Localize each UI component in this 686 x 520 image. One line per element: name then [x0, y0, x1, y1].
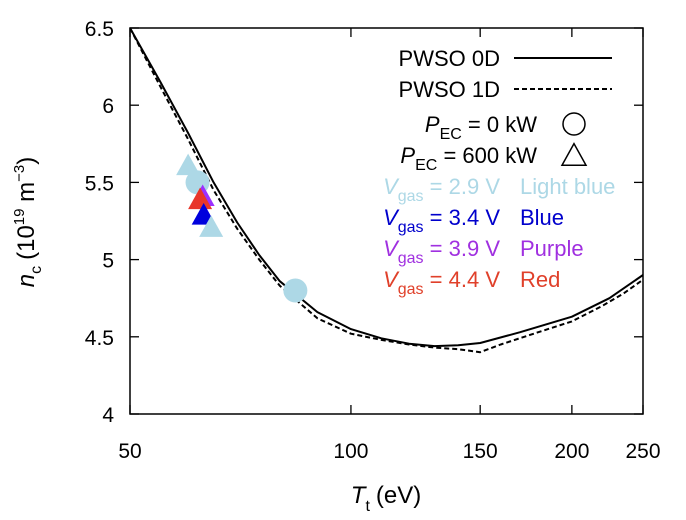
- plot-frame: [129, 27, 644, 415]
- data-point-triangle: [199, 215, 224, 237]
- y-tick-label: 4.5: [85, 327, 114, 350]
- x-tick-label: 200: [554, 440, 589, 463]
- legend-circle-marker: [562, 112, 586, 136]
- x-tick-label: 250: [625, 440, 660, 463]
- legend-color-name: Blue: [520, 205, 564, 230]
- legend-color-entry: Vgas = 4.4 V: [383, 267, 500, 298]
- legend-color-entry: Vgas = 3.4 V: [383, 205, 500, 236]
- y-axis-label: nc(1019 m−3): [11, 157, 45, 288]
- legend-triangle-marker: [560, 142, 588, 166]
- series-layer: [130, 28, 643, 354]
- x-axis-label: Tt (eV): [351, 482, 421, 515]
- marker-layer: [176, 153, 308, 303]
- y-tick-label: 5: [102, 250, 114, 273]
- y-tick-label: 6.5: [85, 18, 114, 41]
- legend-entry-label: PEC = 0 kW: [425, 112, 537, 143]
- y-tick-label: 6: [102, 95, 114, 118]
- series-line-pwso-0d: [130, 28, 643, 348]
- legend-entry-label: PWSO 1D: [399, 77, 500, 102]
- legend-color-entry: Vgas = 3.9 V: [383, 236, 500, 267]
- legend-color-name: Red: [520, 267, 560, 292]
- legend-entry-label: PEC = 600 kW: [400, 143, 537, 174]
- x-tick-label: 150: [463, 440, 498, 463]
- legend-color-entry: Vgas = 2.9 V: [383, 174, 500, 205]
- x-tick-label: 50: [118, 440, 141, 463]
- ticks-layer: 50 100 150 200 250 4 4.5 5 5.5 6 6.5: [85, 18, 661, 463]
- data-point-triangle: [176, 153, 201, 176]
- legend-entry-label: PWSO 0D: [399, 46, 500, 71]
- legend-color-name: Purple: [520, 236, 584, 261]
- y-tick-label: 4: [102, 404, 114, 427]
- data-point-triangle: [188, 187, 213, 210]
- legend-color-name: Light blue: [520, 174, 615, 199]
- y-tick-label: 5.5: [85, 172, 114, 195]
- data-point-circle: [283, 278, 308, 303]
- x-tick-label: 100: [333, 440, 368, 463]
